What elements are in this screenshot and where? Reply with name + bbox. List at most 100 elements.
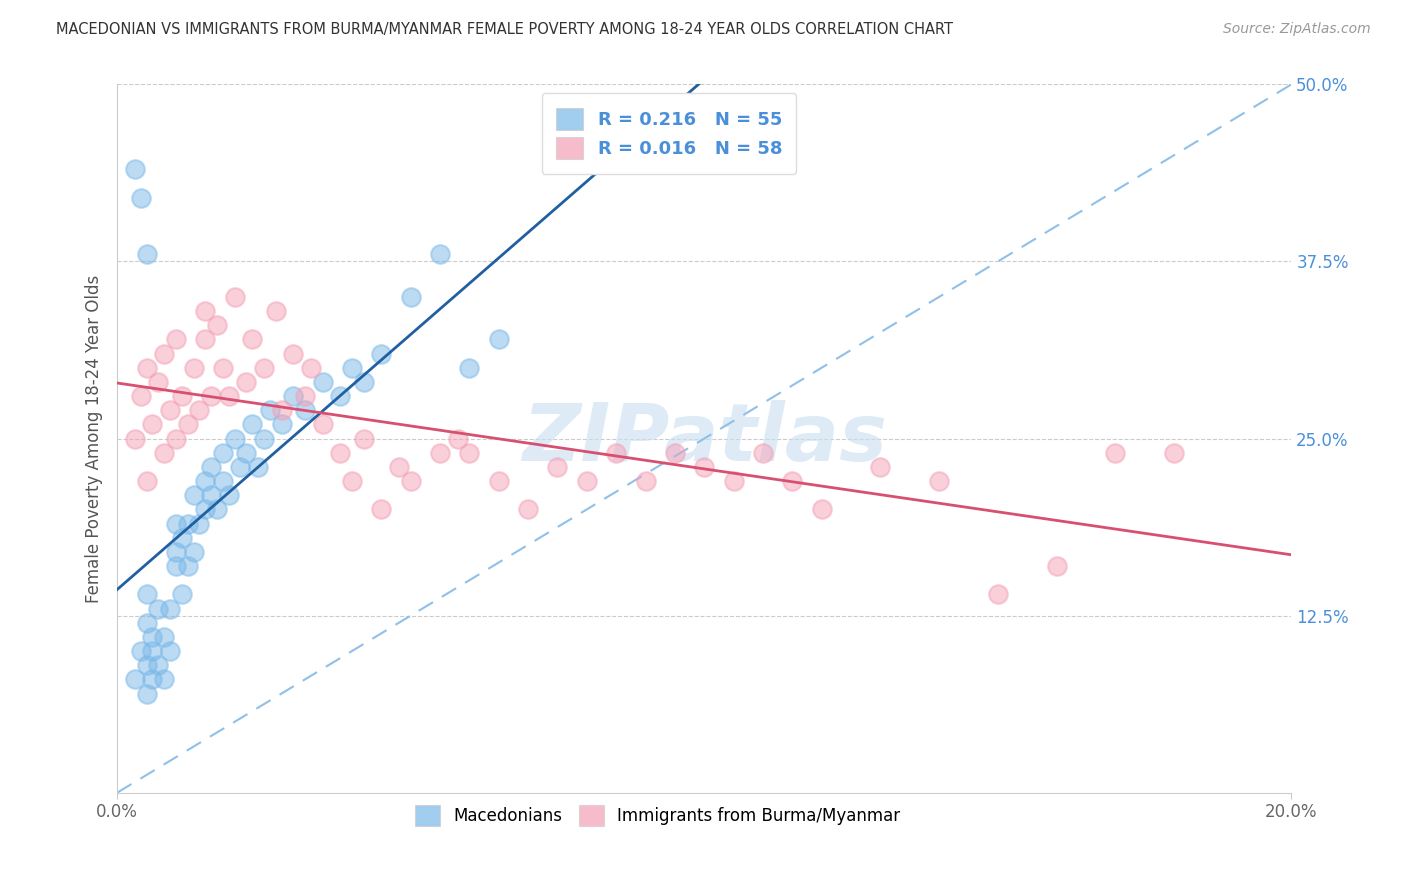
Point <box>194 332 217 346</box>
Point <box>141 417 163 432</box>
Point <box>283 346 305 360</box>
Point <box>183 488 205 502</box>
Point <box>723 474 745 488</box>
Point <box>370 346 392 360</box>
Point <box>148 658 170 673</box>
Point <box>148 375 170 389</box>
Point <box>124 432 146 446</box>
Point <box>176 516 198 531</box>
Point <box>159 644 181 658</box>
Point <box>153 446 176 460</box>
Point <box>247 459 270 474</box>
Point <box>329 446 352 460</box>
Point <box>928 474 950 488</box>
Text: MACEDONIAN VS IMMIGRANTS FROM BURMA/MYANMAR FEMALE POVERTY AMONG 18-24 YEAR OLDS: MACEDONIAN VS IMMIGRANTS FROM BURMA/MYAN… <box>56 22 953 37</box>
Point <box>869 459 891 474</box>
Point <box>311 375 333 389</box>
Point <box>283 389 305 403</box>
Point <box>141 644 163 658</box>
Point <box>429 446 451 460</box>
Point <box>176 559 198 574</box>
Point <box>212 360 235 375</box>
Point <box>664 446 686 460</box>
Point <box>218 389 240 403</box>
Point <box>165 545 187 559</box>
Point <box>370 502 392 516</box>
Point <box>810 502 832 516</box>
Point <box>294 403 316 417</box>
Point <box>488 474 510 488</box>
Point <box>205 318 228 333</box>
Point <box>399 290 422 304</box>
Point <box>270 403 292 417</box>
Point <box>124 673 146 687</box>
Point <box>235 375 257 389</box>
Point <box>165 516 187 531</box>
Point <box>165 559 187 574</box>
Point <box>212 474 235 488</box>
Point <box>429 247 451 261</box>
Point <box>170 389 193 403</box>
Point <box>148 601 170 615</box>
Point <box>253 360 276 375</box>
Point <box>129 644 152 658</box>
Point <box>235 446 257 460</box>
Point <box>135 587 157 601</box>
Point <box>329 389 352 403</box>
Point <box>205 502 228 516</box>
Point <box>194 502 217 516</box>
Point <box>141 673 163 687</box>
Point <box>311 417 333 432</box>
Point <box>153 346 176 360</box>
Point <box>135 658 157 673</box>
Point <box>135 615 157 630</box>
Point <box>299 360 322 375</box>
Point <box>752 446 775 460</box>
Point <box>240 417 263 432</box>
Point <box>170 531 193 545</box>
Point <box>165 432 187 446</box>
Point <box>517 502 540 516</box>
Point <box>170 587 193 601</box>
Point <box>135 686 157 700</box>
Point <box>159 601 181 615</box>
Point <box>200 488 222 502</box>
Point <box>294 389 316 403</box>
Point <box>183 545 205 559</box>
Point <box>200 459 222 474</box>
Point <box>458 360 481 375</box>
Point <box>634 474 657 488</box>
Point <box>224 290 246 304</box>
Point <box>782 474 804 488</box>
Point <box>135 474 157 488</box>
Point <box>1045 559 1067 574</box>
Point <box>159 403 181 417</box>
Point <box>153 673 176 687</box>
Point <box>188 516 211 531</box>
Point <box>693 459 716 474</box>
Point <box>388 459 411 474</box>
Point <box>129 389 152 403</box>
Point <box>141 630 163 644</box>
Point <box>253 432 276 446</box>
Y-axis label: Female Poverty Among 18-24 Year Olds: Female Poverty Among 18-24 Year Olds <box>86 275 103 603</box>
Point <box>987 587 1010 601</box>
Point <box>224 432 246 446</box>
Point <box>270 417 292 432</box>
Point <box>447 432 470 446</box>
Point <box>153 630 176 644</box>
Point <box>240 332 263 346</box>
Point <box>399 474 422 488</box>
Point <box>188 403 211 417</box>
Point <box>353 432 375 446</box>
Point <box>229 459 252 474</box>
Legend: Macedonians, Immigrants from Burma/Myanmar: Macedonians, Immigrants from Burma/Myanm… <box>406 797 908 834</box>
Point <box>200 389 222 403</box>
Point <box>264 304 287 318</box>
Point <box>183 360 205 375</box>
Point <box>547 459 569 474</box>
Text: ZIPatlas: ZIPatlas <box>522 400 887 477</box>
Point <box>1104 446 1126 460</box>
Point <box>124 162 146 177</box>
Point <box>194 304 217 318</box>
